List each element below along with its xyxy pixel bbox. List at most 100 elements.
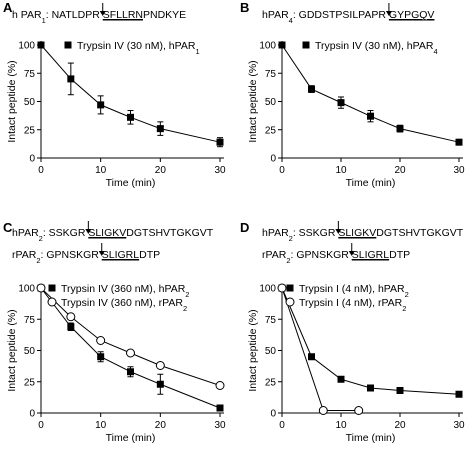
y-axis-label: Intact peptide (%) xyxy=(247,60,259,142)
legend-label-text: Trypsin IV (30 nM), hPAR xyxy=(315,40,434,52)
y-axis-label: Intact peptide (%) xyxy=(6,60,18,142)
x-tick-label: 30 xyxy=(453,165,465,176)
y-tick-label: 0 xyxy=(270,409,276,420)
cleavage-site: SFLLRN xyxy=(103,9,143,21)
data-point xyxy=(215,381,225,390)
series-line xyxy=(40,287,221,409)
data-point xyxy=(455,390,463,398)
y-tick-label: 25 xyxy=(24,377,36,388)
sequence-part: hPAR xyxy=(12,227,39,239)
legend-label-sub: 1 xyxy=(195,47,199,56)
y-axis-label: Intact peptide (%) xyxy=(247,309,259,391)
legend-label: Trypsin IV (360 nM), rPAR2 xyxy=(61,297,187,313)
y-tick-label: 50 xyxy=(24,346,36,357)
series-line xyxy=(40,287,221,386)
y-tick-label: 100 xyxy=(18,41,35,52)
sequence-text: hPAR2: SSKGR SLIGKVDGTSHVTGKGVT xyxy=(262,227,464,243)
panel-label: B xyxy=(240,0,249,15)
sequence-text: rPAR2: GPNSKGR SLIGRLDTP xyxy=(262,249,410,265)
legend-label: Trypsin IV (30 nM), hPAR4 xyxy=(315,40,438,56)
x-tick-label: 0 xyxy=(38,420,44,431)
y-tick-label: 25 xyxy=(24,125,36,136)
sequence-part: 2 xyxy=(286,256,290,265)
data-point xyxy=(278,41,286,49)
legend-marker xyxy=(285,297,295,307)
sequence-part: hPAR xyxy=(262,227,289,239)
data-point xyxy=(308,353,315,361)
panel-label: D xyxy=(240,220,249,235)
y-tick-label: 0 xyxy=(270,154,276,165)
cleavage-site: SLIGKV xyxy=(88,227,126,239)
series-line xyxy=(281,287,460,395)
y-tick-label: 50 xyxy=(265,97,277,108)
y-tick-label: 25 xyxy=(265,377,277,388)
x-tick-label: 20 xyxy=(394,165,406,176)
x-axis-label: Time (min) xyxy=(106,177,156,189)
sequence-text: hPAR2: SSKGR SLIGKVDGTSHVTGKGVT xyxy=(12,227,214,243)
series-2 xyxy=(277,283,364,415)
data-point xyxy=(277,283,287,293)
x-tick-label: 10 xyxy=(95,420,107,431)
data-point xyxy=(37,41,45,49)
data-point xyxy=(367,112,374,120)
legend-marker xyxy=(302,41,310,49)
x-tick-label: 20 xyxy=(155,165,167,176)
sequence-part: : SSKGR xyxy=(43,227,89,239)
sequence-part: : GPNSKGR xyxy=(40,249,101,261)
data-point xyxy=(354,406,364,415)
sequence-part: rPAR xyxy=(12,249,37,261)
data-point xyxy=(97,101,105,109)
panel-label: C xyxy=(3,220,13,235)
cleavage-arrow-head xyxy=(85,229,92,234)
data-point xyxy=(367,384,374,392)
x-tick-label: 30 xyxy=(214,165,226,176)
cleavage-site: SLIGKV xyxy=(338,227,376,239)
x-axis-label: Time (min) xyxy=(346,177,396,189)
legend-label: Trypsin IV (360 nM), hPAR2 xyxy=(61,283,189,299)
sequence-part: DTP xyxy=(139,249,160,261)
y-tick-label: 0 xyxy=(29,409,35,420)
data-point xyxy=(308,85,315,93)
x-axis-label: Time (min) xyxy=(346,432,396,444)
series-line xyxy=(40,44,221,143)
sequence-part: 2 xyxy=(36,256,40,265)
sequence-part: 1 xyxy=(42,16,46,25)
y-tick-label: 0 xyxy=(29,154,35,165)
y-tick-label: 100 xyxy=(259,41,276,52)
series-line xyxy=(281,44,460,143)
sequence-text: hPAR4: GDDSTPSILPAPR GYPGQV xyxy=(262,9,434,25)
data-point xyxy=(396,387,404,394)
x-tick-label: 20 xyxy=(155,420,167,431)
sequence-part: hPAR xyxy=(262,9,289,21)
cleavage-arrow-head xyxy=(99,11,106,16)
y-tick-label: 100 xyxy=(259,284,276,295)
data-point xyxy=(396,125,404,133)
cleavage-arrow-head xyxy=(98,251,105,256)
sequence-part: DGTSHVTGKGVT xyxy=(126,227,214,239)
data-point xyxy=(127,368,134,376)
x-tick-label: 30 xyxy=(453,420,465,431)
series-2 xyxy=(36,283,225,390)
y-axis-label: Intact peptide (%) xyxy=(6,309,18,391)
cleavage-site: SLIGRL xyxy=(352,249,390,261)
data-point xyxy=(126,348,135,358)
sequence-text: rPAR2: GPNSKGR SLIGRLDTP xyxy=(12,249,160,265)
sequence-part: DTP xyxy=(389,249,410,261)
legend-label-sub: 4 xyxy=(433,47,437,56)
x-tick-label: 10 xyxy=(335,420,347,431)
data-point xyxy=(155,361,165,370)
x-tick-label: 10 xyxy=(335,165,347,176)
data-point xyxy=(318,406,328,415)
legend-marker xyxy=(47,297,57,307)
sequence-part: PNDKYE xyxy=(143,9,186,21)
legend-label-sub: 2 xyxy=(183,304,187,313)
cleavage-site: GYPGQV xyxy=(389,9,435,21)
legend-label-text: Trypsin IV (360 nM), hPAR xyxy=(61,283,186,295)
x-tick-label: 10 xyxy=(95,165,107,176)
y-tick-label: 75 xyxy=(24,315,36,326)
sequence-part: h PAR xyxy=(12,9,42,21)
